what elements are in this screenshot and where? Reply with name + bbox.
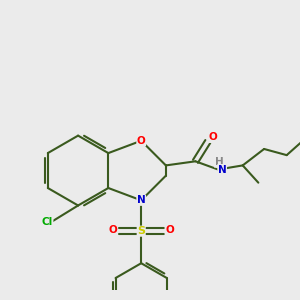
- Text: O: O: [208, 133, 217, 142]
- Text: N: N: [137, 195, 146, 205]
- Text: N: N: [218, 164, 226, 175]
- Text: H: H: [214, 157, 223, 167]
- Text: Cl: Cl: [42, 217, 53, 227]
- Text: O: O: [109, 224, 117, 235]
- Text: O: O: [137, 136, 146, 146]
- Text: O: O: [165, 224, 174, 235]
- Text: S: S: [137, 226, 145, 236]
